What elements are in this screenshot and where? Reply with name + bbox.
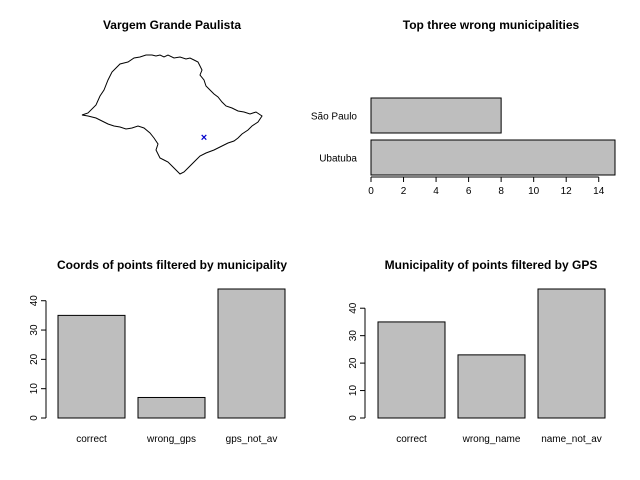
category-label: correct (396, 434, 427, 445)
y-tick-label: 20 (29, 353, 40, 365)
x-tick-label: 2 (401, 186, 407, 197)
y-tick-label: 40 (29, 295, 40, 307)
y-tick-label: 30 (348, 330, 359, 342)
x-tick-label: 12 (561, 186, 573, 197)
category-label: correct (76, 434, 107, 445)
y-tick-label: 10 (348, 385, 359, 397)
bar-correct (57, 314, 126, 419)
x-tick-label: 6 (466, 186, 472, 197)
category-label: name_not_av (541, 434, 602, 445)
map-title: Vargem Grande Paulista (103, 18, 241, 32)
x-tick-label: 10 (528, 186, 540, 197)
category-label: Ubatuba (319, 154, 357, 165)
y-tick-label: 30 (29, 324, 40, 336)
coords-y-ticks: 0 10 20 30 40 (29, 295, 46, 421)
top-wrong-x-ticks: 0 2 4 6 8 10 12 14 (368, 177, 605, 197)
bar-wrong-name (457, 354, 526, 419)
bar-name-not-av (537, 288, 606, 419)
y-tick-label: 0 (348, 415, 359, 421)
municipality-panel: Municipality of points filtered by GPS c… (348, 258, 606, 445)
category-label: wrong_gps (146, 434, 196, 445)
municipality-y-ticks: 0 10 20 30 40 (348, 302, 365, 421)
coords-title: Coords of points filtered by municipalit… (57, 258, 287, 272)
municipality-bars: correct wrong_name name_not_av (377, 288, 606, 445)
top-wrong-title: Top three wrong municipalities (403, 18, 580, 32)
x-tick-label: 14 (593, 186, 605, 197)
coords-bars: correct wrong_gps gps_not_av (57, 288, 286, 445)
bar-gps-not-av (217, 288, 286, 419)
x-tick-label: 4 (433, 186, 439, 197)
bar-ubatuba (370, 139, 616, 176)
state-outline (81, 54, 263, 175)
coords-panel: Coords of points filtered by municipalit… (29, 258, 287, 445)
category-label: São Paulo (311, 112, 358, 123)
location-marker: × (201, 132, 207, 144)
y-tick-label: 20 (348, 357, 359, 369)
top-wrong-bars: Ubatuba São Paulo (311, 97, 616, 176)
bar-são-paulo (370, 97, 502, 134)
y-tick-label: 40 (348, 302, 359, 314)
y-tick-label: 10 (29, 383, 40, 395)
x-tick-label: 8 (498, 186, 504, 197)
top-wrong-panel: Top three wrong municipalities Ubatuba Sã… (311, 18, 616, 197)
map-panel: Vargem Grande Paulista × (81, 18, 263, 175)
category-label: wrong_name (462, 434, 521, 445)
category-label: gps_not_av (226, 434, 278, 445)
municipality-title: Municipality of points filtered by GPS (385, 258, 598, 272)
bar-correct (377, 321, 446, 419)
y-tick-label: 0 (29, 415, 40, 421)
x-tick-label: 0 (368, 186, 374, 197)
bar-wrong-gps (137, 396, 206, 419)
